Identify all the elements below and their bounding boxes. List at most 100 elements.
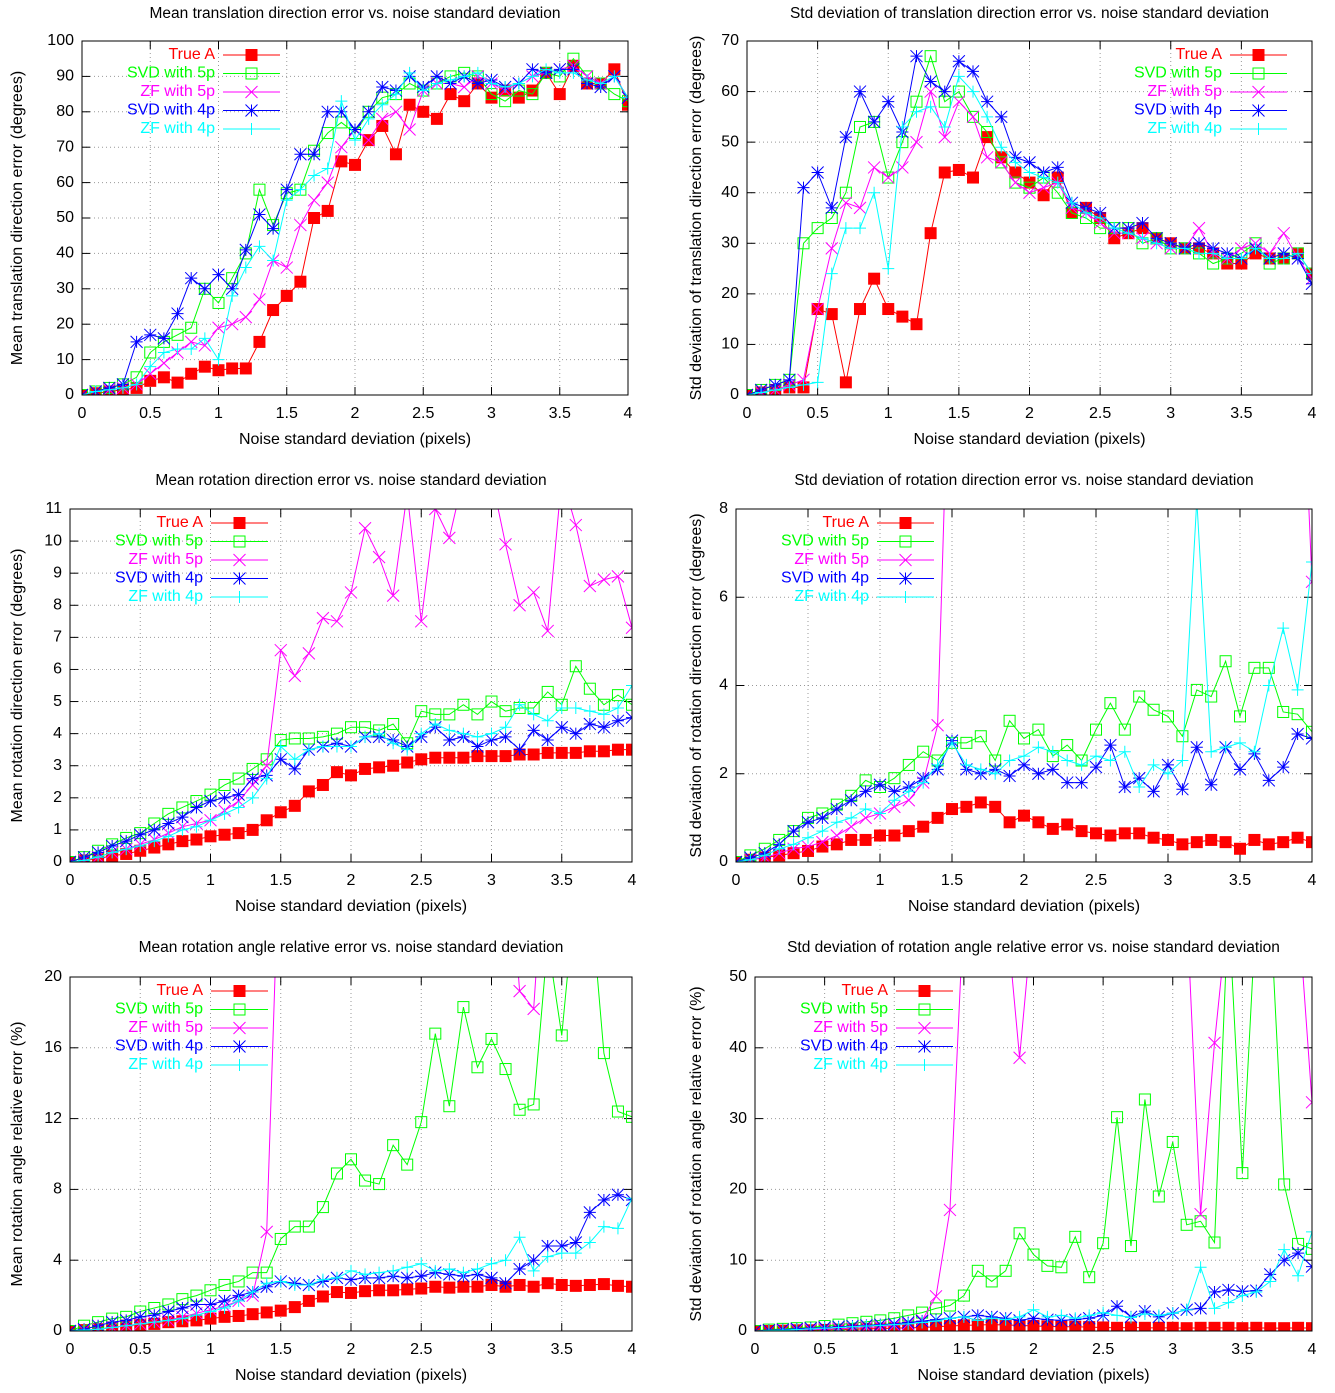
marker: [212, 321, 225, 335]
legend-label: True A: [822, 514, 869, 531]
marker: [989, 767, 1002, 780]
marker: [1190, 683, 1203, 696]
x-tick-label: 3.5: [551, 872, 573, 889]
marker: [429, 794, 441, 806]
y-tick-label: 0: [719, 853, 728, 870]
marker: [790, 1323, 803, 1331]
marker: [1046, 762, 1060, 776]
plot-frame: [69, 508, 633, 863]
marker: [387, 759, 400, 772]
legend-label: SVD with 5p: [127, 65, 215, 82]
marker: [1055, 1309, 1068, 1322]
marker: [1277, 836, 1290, 849]
marker: [415, 1116, 428, 1129]
marker: [583, 745, 596, 758]
x-tick-label: 2.5: [1092, 1341, 1114, 1358]
marker: [246, 1308, 259, 1321]
marker: [317, 794, 329, 806]
marker: [1090, 750, 1102, 763]
marker: [917, 820, 930, 833]
marker: [401, 1158, 414, 1171]
marker: [513, 598, 526, 612]
marker: [260, 772, 273, 785]
marker: [874, 1319, 887, 1331]
marker: [555, 720, 569, 734]
marker: [157, 356, 171, 370]
marker: [854, 303, 866, 316]
marker: [499, 1276, 512, 1290]
marker: [485, 1257, 498, 1270]
marker: [924, 100, 937, 113]
marker: [147, 1308, 161, 1322]
marker: [597, 1193, 611, 1207]
marker: [1069, 1312, 1082, 1325]
x-tick-label: 2.5: [1085, 872, 1107, 889]
marker: [232, 1309, 245, 1322]
marker: [797, 181, 810, 195]
marker: [1041, 1310, 1054, 1323]
x-tick-label: 0: [732, 872, 741, 889]
marker: [1222, 1296, 1235, 1309]
marker: [260, 1225, 274, 1239]
x-tick-label: 3.5: [1231, 1341, 1253, 1358]
series-line: [736, 659, 1312, 862]
marker: [902, 1317, 915, 1330]
marker: [171, 307, 184, 320]
legend-label: SVD with 4p: [1134, 102, 1222, 119]
marker: [1208, 1036, 1221, 1050]
marker: [204, 1312, 217, 1325]
marker: [349, 134, 361, 147]
marker: [1222, 1283, 1235, 1297]
marker: [583, 1206, 597, 1219]
marker: [316, 1273, 329, 1286]
marker: [345, 721, 357, 734]
plot-frame: [735, 508, 1313, 863]
marker: [218, 1278, 231, 1291]
marker: [1075, 758, 1088, 771]
marker: [513, 1278, 526, 1291]
marker: [804, 1322, 817, 1331]
marker: [1306, 555, 1312, 568]
marker: [485, 1278, 498, 1291]
marker: [253, 208, 266, 221]
marker: [246, 1286, 259, 1299]
marker: [359, 730, 372, 743]
marker: [1083, 1321, 1096, 1331]
marker: [583, 717, 597, 731]
marker: [1180, 1322, 1193, 1331]
marker: [597, 708, 610, 721]
marker: [1023, 186, 1036, 200]
marker: [274, 740, 287, 753]
marker: [330, 740, 343, 753]
series-line: [747, 54, 1312, 395]
marker: [1278, 900, 1290, 912]
y-tick-label: 40: [721, 184, 739, 201]
legend-marker: [918, 1059, 931, 1071]
marker: [1124, 1321, 1137, 1331]
marker: [389, 88, 402, 101]
marker: [845, 811, 858, 824]
y-tick-label: 8: [53, 596, 62, 613]
marker: [443, 1281, 456, 1294]
marker: [345, 740, 357, 753]
marker: [1176, 754, 1189, 767]
marker: [1009, 176, 1022, 189]
marker: [1305, 1095, 1312, 1109]
marker: [1097, 1237, 1110, 1250]
marker: [414, 1269, 428, 1283]
marker: [1118, 827, 1131, 840]
marker: [143, 328, 157, 342]
y-tick-label: 100: [47, 32, 74, 49]
marker: [960, 238, 972, 250]
legend-marker: [1252, 67, 1265, 80]
y-tick-label: 2: [53, 789, 62, 806]
marker: [867, 115, 881, 129]
marker: [1166, 1321, 1179, 1331]
marker: [204, 1298, 217, 1311]
marker: [161, 817, 175, 830]
marker: [373, 1284, 386, 1297]
marker: [513, 698, 526, 711]
marker: [1248, 745, 1261, 758]
marker: [1061, 739, 1074, 752]
marker: [611, 714, 625, 728]
